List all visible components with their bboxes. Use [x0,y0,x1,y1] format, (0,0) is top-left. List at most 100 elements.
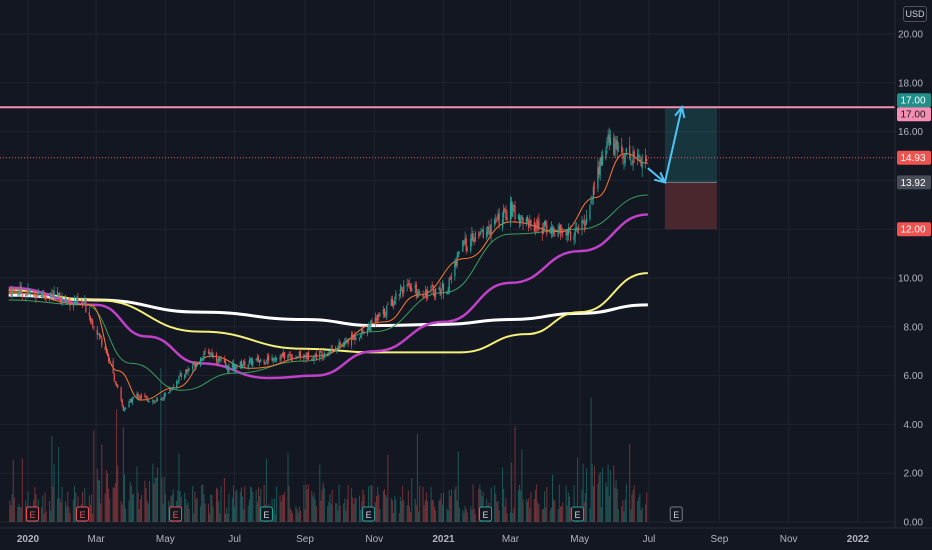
candle-body [496,219,498,222]
candle-body [50,294,52,298]
earnings-letter: E [366,510,372,520]
candle-body [45,295,47,298]
price-tag: 17.00 [897,107,931,122]
candle-body [419,291,421,294]
volume-bar [74,485,76,522]
volume-bar [45,511,47,522]
candle-body [59,292,61,302]
candle-body [494,219,496,225]
horizontal-lines[interactable] [0,106,895,159]
long-position-tool[interactable] [664,107,718,230]
candle-body [480,231,482,233]
volume-bar [427,501,429,522]
candle-body [64,295,67,301]
volume-bar [614,487,616,522]
volume-bar [502,467,504,522]
candle-body [446,293,448,295]
candle-body [542,227,545,234]
currency-button[interactable]: USD [903,6,927,22]
volume-bar [327,506,329,522]
volume-bar [19,506,21,522]
time-tick-label: Nov [780,534,798,545]
earnings-marker[interactable]: E [75,506,89,522]
candle-body [93,327,95,329]
volume-bar [390,497,392,522]
volume-bar [474,513,476,522]
volume-bar [567,492,569,522]
candle-body [573,236,575,241]
earnings-marker[interactable]: E [479,506,493,522]
volume-bar [584,493,586,522]
candle-body [609,138,612,145]
volume-bar [522,499,524,522]
volume-bar [646,491,648,522]
volume-bar [200,506,202,522]
earnings-badge [169,506,183,522]
volume-bar [519,484,521,522]
volume-bar [479,484,481,522]
volume-bar [72,499,74,522]
candle-body [291,357,294,360]
volume-bar [295,506,297,522]
earnings-marker[interactable]: E [259,506,273,522]
candle-body [554,234,556,236]
earnings-marker[interactable]: E [169,506,183,522]
candle-body [407,284,409,286]
volume-bar [554,500,556,522]
candle-body [431,285,433,287]
candle-body [67,299,69,301]
volume-bar [231,497,233,522]
candle-body [156,399,159,401]
candle-body [566,230,568,236]
volume-bar [195,499,197,522]
volume-bar [530,491,532,522]
candle-body [581,220,583,230]
candle-body [35,293,37,299]
candle-body [282,352,285,357]
time-axis[interactable]: 2020 Mar May Jul Sep Nov 2021 Mar May Jul Sep Nov 20… [0,527,932,550]
candle-body [430,287,432,289]
earnings-marker[interactable]: E [362,506,376,522]
candle-body [53,290,55,297]
volume-bar [414,498,416,522]
volume-bar [362,489,364,522]
candle-body [479,231,481,236]
candle-body [177,381,179,383]
earnings-letter: E [673,510,679,520]
projection-arrows[interactable] [647,104,686,184]
volume-bar [608,496,610,522]
volume-bar [279,495,281,522]
moving-average-line [8,194,648,391]
volume-bar [323,487,325,522]
volume-bar [280,501,282,522]
volume-bar [399,497,401,522]
earnings-marker[interactable]: E [26,506,40,522]
candle-body [394,300,396,304]
candle-body [137,393,139,398]
volume-bar [131,494,133,522]
volume-bar [20,507,22,522]
volume-bar [187,501,189,522]
earnings-marker[interactable]: E [669,506,683,522]
volume-bar [53,463,55,522]
volume-bar [218,501,220,522]
candle-body [266,356,269,361]
candle-body [536,225,538,228]
volume-bar [449,496,451,522]
earnings-letter: E [79,510,85,520]
volume-bar [376,495,378,522]
earnings-marker[interactable]: E [570,506,584,522]
candle-body [514,205,516,219]
candle-body [29,290,31,292]
candle-body [521,215,523,220]
candle-body [464,238,466,244]
price-tag-text: 17.00 [900,96,925,107]
volume-bar [305,484,307,522]
candle-body [268,355,270,361]
candle-body [482,229,484,238]
volume-bar [630,509,632,522]
price-axis[interactable]: 20.0018.0016.0014.0012.0010.008.006.004.… [894,0,932,550]
volume-bar [550,507,552,522]
